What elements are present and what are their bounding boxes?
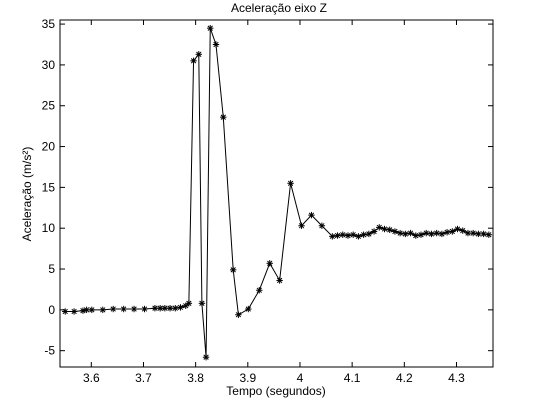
data-point: [396, 229, 404, 237]
y-tick-label: -5: [44, 344, 55, 358]
data-point: [198, 300, 206, 307]
y-tick-label: 15: [42, 180, 56, 194]
data-point: [266, 260, 273, 267]
x-tick-label: 3.6: [83, 371, 100, 385]
data-point: [185, 300, 193, 307]
data-point: [381, 225, 388, 233]
data-point: [190, 57, 197, 65]
data-point: [120, 305, 127, 313]
data-point: [308, 211, 315, 219]
y-tick-label: 10: [42, 221, 56, 235]
data-point: [433, 229, 440, 237]
series-layer: [62, 24, 493, 361]
data-point: [402, 230, 409, 238]
x-tick-label: 4.3: [448, 371, 465, 385]
x-tick-label: 3.7: [135, 371, 152, 385]
data-point: [287, 180, 294, 187]
data-point: [349, 231, 357, 238]
data-point: [355, 233, 362, 240]
y-tick-label: 25: [42, 99, 56, 113]
data-point: [161, 305, 169, 312]
x-tick-label: 4: [297, 371, 304, 385]
data-point: [110, 305, 117, 313]
data-point: [256, 287, 263, 294]
x-tick-label: 3.8: [187, 371, 204, 385]
data-point: [177, 304, 184, 311]
data-point: [99, 306, 106, 314]
data-point: [428, 230, 435, 238]
data-point: [220, 113, 227, 121]
data-point: [454, 225, 461, 233]
data-point: [423, 229, 430, 237]
data-point: [360, 231, 367, 238]
chart-title: Aceleração eixo Z: [231, 1, 327, 15]
data-point: [172, 305, 179, 312]
data-point: [344, 232, 352, 239]
data-point: [83, 306, 90, 314]
data-point: [276, 277, 283, 284]
x-tick-label: 3.9: [239, 371, 256, 385]
data-point: [391, 228, 399, 235]
data-point: [70, 308, 78, 315]
data-point: [459, 227, 466, 234]
data-point: [195, 51, 202, 58]
data-point: [370, 228, 378, 235]
data-point: [207, 24, 214, 32]
data-point: [464, 229, 472, 237]
x-tick-label: 4.2: [396, 371, 413, 385]
data-point: [235, 311, 242, 318]
data-point: [130, 305, 138, 313]
data-point: [469, 229, 477, 237]
data-point: [417, 231, 425, 238]
data-point: [376, 224, 383, 231]
x-axis-title: Tempo (segundos): [226, 384, 325, 398]
data-point: [329, 233, 336, 240]
y-tick-label: 5: [48, 262, 55, 276]
y-tick-label: 30: [42, 58, 56, 72]
data-point: [212, 41, 220, 48]
data-point: [438, 230, 446, 238]
data-point: [386, 226, 393, 234]
data-point: [412, 232, 419, 239]
y-tick-label: 0: [48, 303, 55, 317]
y-tick-label: 35: [42, 17, 56, 31]
data-point: [202, 354, 210, 361]
data-point: [298, 222, 305, 229]
y-tick-label: 20: [42, 140, 56, 154]
plot-area: [59, 19, 494, 368]
data-point: [365, 230, 373, 238]
data-point: [485, 231, 493, 238]
data-point: [480, 230, 487, 238]
data-point: [62, 308, 69, 315]
data-point: [88, 306, 96, 314]
data-point: [318, 222, 326, 229]
x-axis: 3.6 3.7 3.8 3.9 4 4.1 4.2 4.3: [83, 20, 465, 385]
data-point: [449, 228, 456, 235]
x-tick-label: 4.1: [344, 371, 361, 385]
data-point: [443, 229, 451, 236]
data-point: [245, 305, 252, 313]
data-point: [334, 232, 341, 239]
data-point: [407, 229, 414, 237]
y-axis: -5 0 5 10 15 20 25 30 35: [42, 17, 493, 358]
data-point: [141, 305, 148, 313]
data-point: [230, 266, 237, 274]
data-point: [339, 231, 346, 238]
y-axis-title: Aceleração (m/s²): [20, 147, 34, 242]
